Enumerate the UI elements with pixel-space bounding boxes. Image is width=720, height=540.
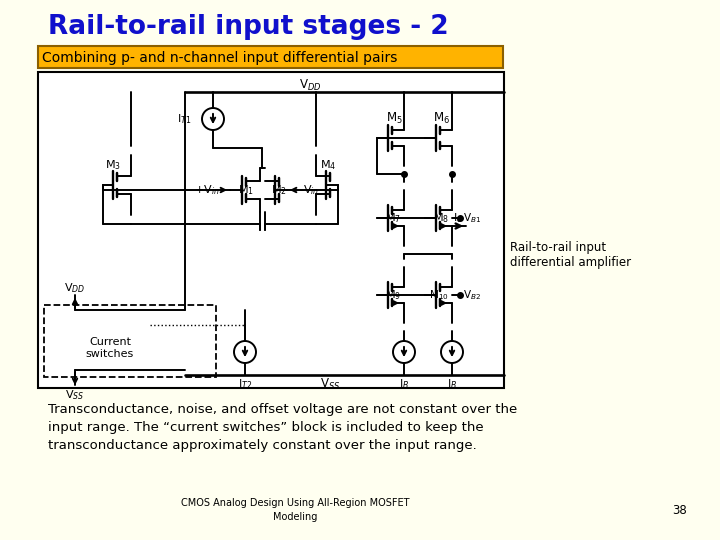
Text: Rail-to-rail input
differential amplifier: Rail-to-rail input differential amplifie… xyxy=(510,241,631,269)
Text: I$_B$: I$_B$ xyxy=(447,377,457,391)
FancyBboxPatch shape xyxy=(38,46,503,68)
Text: 38: 38 xyxy=(672,503,688,516)
Text: M$_8$: M$_8$ xyxy=(433,211,449,225)
Text: M$_1$: M$_1$ xyxy=(238,183,254,197)
Text: transconductance approximately constant over the input range.: transconductance approximately constant … xyxy=(48,440,477,453)
Text: Combining p- and n-channel input differential pairs: Combining p- and n-channel input differe… xyxy=(42,51,397,65)
Text: V$_{B1}$: V$_{B1}$ xyxy=(463,211,481,225)
Text: V$_{DD}$: V$_{DD}$ xyxy=(299,77,321,92)
Text: -V$_{in}$: -V$_{in}$ xyxy=(299,183,319,197)
Text: V$_{SS}$: V$_{SS}$ xyxy=(66,388,85,402)
Text: V$_{SS}$: V$_{SS}$ xyxy=(320,376,340,392)
Text: Transconductance, noise, and offset voltage are not constant over the: Transconductance, noise, and offset volt… xyxy=(48,403,517,416)
Text: M$_4$: M$_4$ xyxy=(320,158,336,172)
Text: M$_9$: M$_9$ xyxy=(385,288,401,302)
Text: M$_2$: M$_2$ xyxy=(271,183,287,197)
Text: I$_o$: I$_o$ xyxy=(453,211,463,225)
Text: Current: Current xyxy=(89,337,131,347)
Text: switches: switches xyxy=(86,349,134,359)
Text: M$_{10}$: M$_{10}$ xyxy=(429,288,449,302)
Text: V$_{DD}$: V$_{DD}$ xyxy=(64,281,86,295)
Text: M$_6$: M$_6$ xyxy=(433,111,451,126)
Text: CMOS Analog Design Using All-Region MOSFET
Modeling: CMOS Analog Design Using All-Region MOSF… xyxy=(181,498,409,522)
Text: Rail-to-rail input stages - 2: Rail-to-rail input stages - 2 xyxy=(48,14,449,40)
Text: V$_{B2}$: V$_{B2}$ xyxy=(463,288,481,302)
FancyBboxPatch shape xyxy=(38,72,504,388)
Text: I$_B$: I$_B$ xyxy=(399,377,409,391)
Text: I$_{T1}$: I$_{T1}$ xyxy=(176,112,191,126)
Text: M$_3$: M$_3$ xyxy=(105,158,121,172)
Text: +V$_{in}$: +V$_{in}$ xyxy=(194,183,220,197)
Text: M$_5$: M$_5$ xyxy=(386,111,402,126)
Text: M$_7$: M$_7$ xyxy=(385,211,401,225)
Text: input range. The “current switches” block is included to keep the: input range. The “current switches” bloc… xyxy=(48,422,484,435)
Text: I$_{T2}$: I$_{T2}$ xyxy=(238,377,252,391)
